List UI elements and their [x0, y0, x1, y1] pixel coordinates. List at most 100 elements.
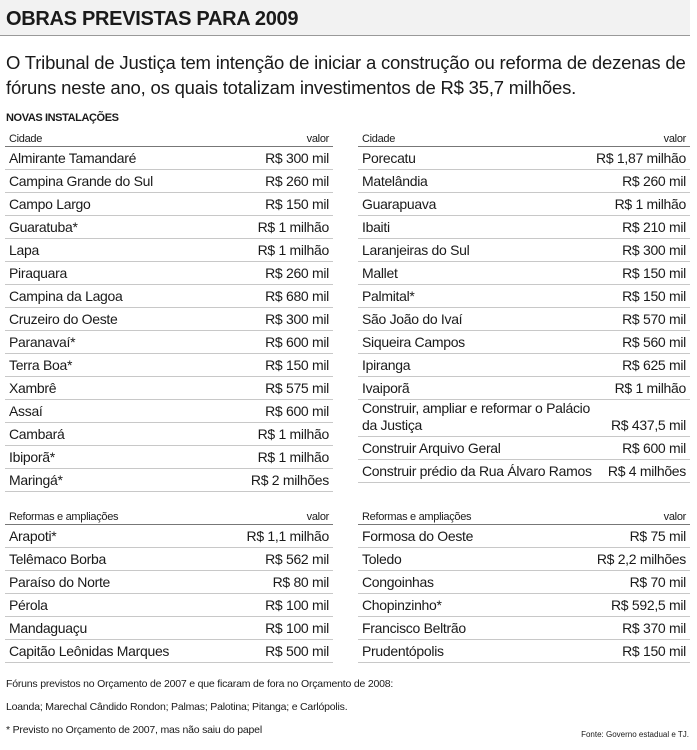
city-cell: Piraquara: [9, 265, 68, 281]
value-cell: R$ 100 mil: [265, 620, 329, 636]
table-row: Ivaiporã R$ 1 milhão: [358, 377, 690, 400]
city-cell: Telêmaco Borba: [9, 551, 106, 567]
table-row: Almirante Tamandaré R$ 300 mil: [5, 147, 333, 170]
table-row: Laranjeiras do Sul R$ 300 mil: [358, 239, 690, 262]
title: OBRAS PREVISTAS PARA 2009: [0, 0, 690, 36]
city-cell: Capitão Leônidas Marques: [9, 643, 170, 659]
city-cell: Assaí: [9, 403, 43, 419]
value-cell: R$ 1,1 milhão: [246, 528, 330, 544]
value-cell: R$ 680 mil: [265, 288, 329, 304]
table-row: Cruzeiro do Oeste R$ 300 mil: [5, 308, 333, 331]
value-cell: R$ 625 mil: [622, 357, 686, 373]
table-header: Reformas e ampliações valor: [5, 510, 333, 525]
table-header: Cidade valor: [358, 132, 690, 147]
city-cell: Campina da Lagoa: [9, 288, 123, 304]
table-row: Construir Arquivo Geral R$ 600 mil: [358, 437, 690, 460]
table-row: Ibaiti R$ 210 mil: [358, 216, 690, 239]
table-row: Assaí R$ 600 mil: [5, 400, 333, 423]
city-cell: Campo Largo: [9, 196, 91, 212]
value-cell: R$ 150 mil: [622, 643, 686, 659]
note: Loanda; Marechal Cândido Rondon; Palmas;…: [6, 701, 348, 713]
table-row: Ibiporã* R$ 1 milhão: [5, 446, 333, 469]
header-cell: valor: [663, 511, 687, 523]
city-cell: Chopinzinho*: [362, 597, 442, 613]
table-row: Francisco Beltrão R$ 370 mil: [358, 617, 690, 640]
city-cell: Francisco Beltrão: [362, 620, 466, 636]
city-cell: São João do Ivaí: [362, 311, 463, 327]
table: Cidade valor Almirante Tamandaré R$ 300 mil…: [5, 132, 333, 492]
city-cell: Cambará: [9, 426, 65, 442]
value-cell: R$ 560 mil: [622, 334, 686, 350]
header-cell: Reformas e ampliações: [362, 511, 472, 523]
value-cell: R$ 150 mil: [265, 196, 329, 212]
table-row: Paranavaí* R$ 600 mil: [5, 331, 333, 354]
value-cell: R$ 150 mil: [622, 265, 686, 281]
value-cell: R$ 1 milhão: [257, 449, 330, 465]
value-cell: R$ 575 mil: [265, 380, 329, 396]
value-cell: R$ 260 mil: [265, 265, 329, 281]
table-row: Ipiranga R$ 625 mil: [358, 354, 690, 377]
table-row: Terra Boa* R$ 150 mil: [5, 354, 333, 377]
table-row: Formosa do Oeste R$ 75 mil: [358, 525, 690, 548]
city-cell: Ivaiporã: [362, 380, 410, 396]
value-cell: R$ 370 mil: [622, 620, 686, 636]
table: Reformas e ampliações valor Formosa do Oes…: [358, 510, 690, 663]
value-cell: R$ 2,2 milhões: [596, 551, 686, 567]
value-cell: R$ 600 mil: [265, 334, 329, 350]
value-cell: R$ 600 mil: [265, 403, 329, 419]
value-cell: R$ 4 milhões: [607, 463, 686, 479]
city-cell: Laranjeiras do Sul: [362, 242, 470, 258]
value-cell: R$ 260 mil: [622, 173, 686, 189]
table: Reformas e ampliações valor Arapoti* R$ 1,1…: [5, 510, 333, 663]
city-cell: Paraíso do Norte: [9, 574, 111, 590]
table-header: Cidade valor: [5, 132, 333, 147]
table-row: Guaratuba* R$ 1 milhão: [5, 216, 333, 239]
table-row: Lapa R$ 1 milhão: [5, 239, 333, 262]
table-row: Paraíso do Norte R$ 80 mil: [5, 571, 333, 594]
table-row: Chopinzinho* R$ 592,5 mil: [358, 594, 690, 617]
city-cell: Construir, ampliar e reformar o Palácio …: [362, 400, 590, 433]
value-cell: R$ 300 mil: [622, 242, 686, 258]
value-cell: R$ 1 milhão: [257, 426, 330, 442]
note: Fóruns previstos no Orçamento de 2007 e …: [6, 678, 394, 690]
city-cell: Ibaiti: [362, 219, 390, 235]
city-cell: Ipiranga: [362, 357, 411, 373]
table-row: Campo Largo R$ 150 mil: [5, 193, 333, 216]
table-row: Telêmaco Borba R$ 562 mil: [5, 548, 333, 571]
value-cell: R$ 562 mil: [265, 551, 329, 567]
value-cell: R$ 150 mil: [265, 357, 329, 373]
city-cell: Siqueira Campos: [362, 334, 465, 350]
value-cell: R$ 500 mil: [265, 643, 329, 659]
city-cell: Guarapuava: [362, 196, 437, 212]
table-row: Construir, ampliar e reformar o Palácio …: [358, 400, 690, 437]
table-row: Mandaguaçu R$ 100 mil: [5, 617, 333, 640]
value-cell: R$ 1 milhão: [257, 242, 330, 258]
table-row: Piraquara R$ 260 mil: [5, 262, 333, 285]
city-cell: Palmital*: [362, 288, 415, 304]
table-row: Cambará R$ 1 milhão: [5, 423, 333, 446]
value-cell: R$ 1,87 milhão: [596, 150, 686, 166]
table-row: Xambrê R$ 575 mil: [5, 377, 333, 400]
table-row: Mallet R$ 150 mil: [358, 262, 690, 285]
source: Fonte: Governo estadual e TJ.: [581, 730, 689, 739]
city-cell: Construir Arquivo Geral: [362, 440, 501, 456]
table-row: Arapoti* R$ 1,1 milhão: [5, 525, 333, 548]
table-row: Prudentópolis R$ 150 mil: [358, 640, 690, 663]
city-cell: Porecatu: [362, 150, 416, 166]
city-cell: Pérola: [9, 597, 48, 613]
table: Cidade valor Porecatu R$ 1,87 milhão Matelân…: [358, 132, 690, 483]
table-row: Congoinhas R$ 70 mil: [358, 571, 690, 594]
city-cell: Cruzeiro do Oeste: [9, 311, 118, 327]
table-row: Pérola R$ 100 mil: [5, 594, 333, 617]
city-cell: Almirante Tamandaré: [9, 150, 137, 166]
value-cell: R$ 300 mil: [265, 311, 329, 327]
value-cell: R$ 600 mil: [622, 440, 686, 456]
value-cell: R$ 2 milhões: [250, 472, 329, 488]
table-row: Maringá* R$ 2 milhões: [5, 469, 333, 492]
city-cell: Xambrê: [9, 380, 57, 396]
header-cell: Cidade: [362, 133, 396, 145]
city-cell: Ibiporã*: [9, 449, 55, 465]
city-cell: Paranavaí*: [9, 334, 76, 350]
table-header: Reformas e ampliações valor: [358, 510, 690, 525]
